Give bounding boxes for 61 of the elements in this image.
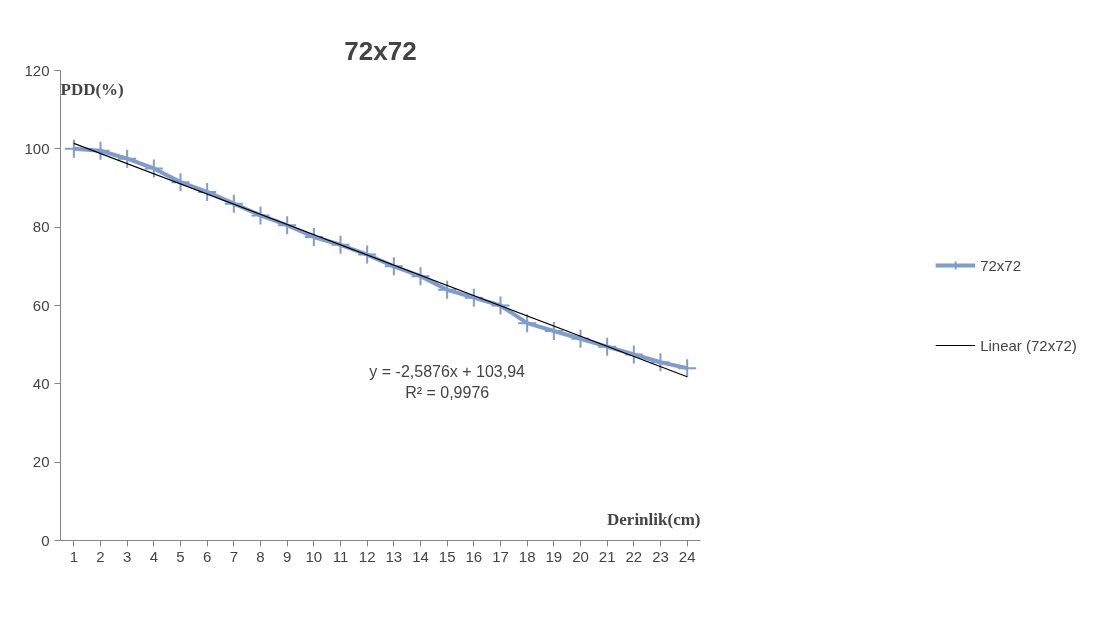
legend-label: 72x72 [980,256,1022,274]
y-tick-label: 0 [41,531,50,549]
x-tick-label: 5 [176,547,185,565]
point [250,205,271,226]
x-tick-label: 13 [385,547,403,565]
x-tick-label: 6 [203,547,212,565]
point [357,244,378,265]
x-tick-label: 1 [69,547,79,565]
chart-title: 72x72 [344,35,417,66]
x-tick-label: 18 [518,547,536,565]
x-tick-label: 7 [229,547,239,565]
x-tick-label: 19 [545,547,563,565]
x-tick-label: 22 [625,547,643,565]
point [597,336,618,357]
legend-label: Linear (72x72) [980,336,1077,354]
y-tick-label: 60 [32,296,50,314]
x-tick-label: 15 [438,547,456,565]
point [63,138,84,159]
point [543,320,564,341]
x-tick-label: 16 [465,547,483,565]
y-tick-label: 120 [24,61,50,79]
y-tick-label: 100 [24,139,50,157]
x-tick-label: 2 [96,547,105,565]
point [410,266,431,287]
x-tick-label: 3 [123,547,132,565]
point [463,287,484,308]
point [197,181,218,202]
x-tick-label: 11 [332,547,349,565]
point [303,226,324,247]
x-tick-label: 21 [598,547,616,565]
y-tick-label: 80 [32,218,50,236]
point [623,344,644,365]
x-tick-label: 4 [149,547,159,565]
annotation: y = -2,5876x + 103,94 [369,362,526,380]
y-axis-title: PDD(%) [60,79,124,99]
x-tick-label: 24 [678,547,696,565]
point [117,148,138,169]
point [383,256,404,277]
point [570,328,591,349]
point [330,234,351,255]
point [490,295,511,316]
x-tick-label: 8 [256,547,265,565]
point [170,172,191,193]
annotation: R² = 0,9976 [405,384,490,402]
point [223,193,244,214]
point [517,313,538,334]
point [677,358,698,379]
point [650,352,671,373]
point [143,158,164,179]
x-axis-title: Derinlik(cm) [607,509,701,529]
x-tick-label: 10 [305,547,323,565]
y-tick-label: 40 [32,374,50,392]
x-tick-label: 20 [572,547,589,565]
x-tick-label: 12 [358,547,376,565]
x-tick-label: 23 [652,547,669,565]
x-tick-label: 17 [492,547,509,565]
x-tick-label: 14 [412,547,429,565]
point [437,279,458,300]
point [277,215,298,236]
y-tick-label: 20 [32,453,50,471]
x-tick-label: 9 [283,547,292,565]
